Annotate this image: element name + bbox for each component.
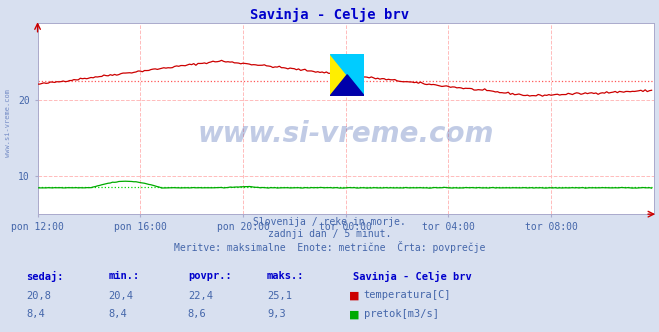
Text: min.:: min.:	[109, 271, 140, 281]
Text: www.si-vreme.com: www.si-vreme.com	[198, 120, 494, 148]
Text: zadnji dan / 5 minut.: zadnji dan / 5 minut.	[268, 229, 391, 239]
Text: pretok[m3/s]: pretok[m3/s]	[364, 309, 439, 319]
Text: Slovenija / reke in morje.: Slovenija / reke in morje.	[253, 217, 406, 227]
Text: povpr.:: povpr.:	[188, 271, 231, 281]
Text: Meritve: maksimalne  Enote: metrične  Črta: povprečje: Meritve: maksimalne Enote: metrične Črta…	[174, 241, 485, 253]
Text: ■: ■	[349, 309, 360, 319]
Text: sedaj:: sedaj:	[26, 271, 64, 282]
Text: 22,4: 22,4	[188, 290, 213, 300]
Text: maks.:: maks.:	[267, 271, 304, 281]
Text: 9,3: 9,3	[267, 309, 285, 319]
Text: 20,8: 20,8	[26, 290, 51, 300]
Text: 8,4: 8,4	[109, 309, 127, 319]
Text: Savinja - Celje brv: Savinja - Celje brv	[353, 271, 471, 282]
Text: temperatura[C]: temperatura[C]	[364, 290, 451, 300]
Text: 25,1: 25,1	[267, 290, 292, 300]
Text: 20,4: 20,4	[109, 290, 134, 300]
Text: ■: ■	[349, 290, 360, 300]
Text: Savinja - Celje brv: Savinja - Celje brv	[250, 8, 409, 23]
Text: 8,4: 8,4	[26, 309, 45, 319]
Polygon shape	[330, 75, 364, 96]
Polygon shape	[330, 54, 364, 96]
Text: www.si-vreme.com: www.si-vreme.com	[5, 89, 11, 157]
Text: 8,6: 8,6	[188, 309, 206, 319]
